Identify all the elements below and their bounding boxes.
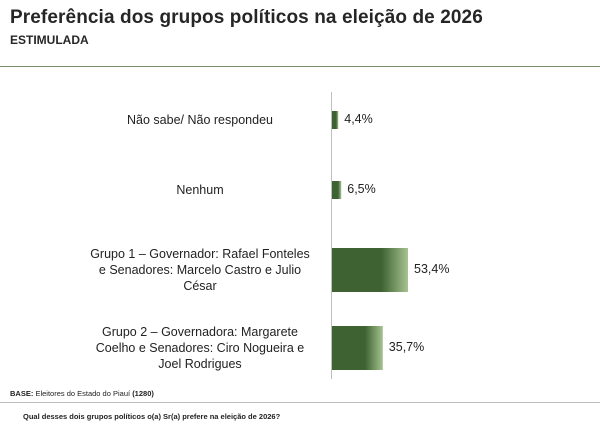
bar-2 — [332, 248, 408, 292]
header-divider — [0, 66, 600, 67]
base-count: (1280) — [132, 389, 154, 398]
base-note: BASE: Eleitores do Estado do Piauí (1280… — [10, 389, 154, 398]
value-label-3: 35,7% — [388, 340, 425, 354]
base-label: BASE: — [10, 389, 34, 398]
category-label-line: Grupo 2 – Governadora: Margarete — [102, 325, 298, 339]
category-label-2: Grupo 1 – Governador: Rafael Fonteles e S… — [80, 246, 320, 294]
survey-question: Qual desses dois grupos políticos o(a) S… — [23, 412, 281, 421]
footer-divider — [0, 402, 600, 403]
category-label-3: Grupo 2 – Governadora: Margarete Coelho e… — [80, 324, 320, 372]
bar-chart: 4,4% Não sabe/ Não respondeu 6,5% Nenhum 53,… — [0, 80, 600, 380]
chart-svg — [332, 111, 408, 370]
category-axis-line — [331, 92, 332, 379]
category-label-line: Coelho e Senadores: Ciro Nogueira e — [95, 341, 305, 355]
category-label-line: Não sabe/ Não respondeu — [127, 113, 273, 127]
category-label-line: Grupo 1 – Governador: Rafael Fonteles — [90, 247, 310, 261]
category-label-1: Nenhum — [80, 182, 320, 198]
value-label-1: 6,5% — [347, 182, 376, 196]
bar-3 — [332, 326, 383, 370]
category-label-line: Joel Rodrigues — [158, 357, 242, 371]
base-text: Eleitores do Estado do Piauí — [35, 389, 131, 398]
value-label-2: 53,4% — [414, 262, 450, 276]
bar-0 — [332, 111, 339, 129]
category-label-line: e Senadores: Marcelo Castro e Julio — [98, 263, 302, 277]
value-label-0: 4,4% — [344, 112, 373, 126]
bars-group — [332, 111, 408, 370]
category-label-line: Nenhum — [176, 183, 224, 197]
bar-1 — [332, 181, 342, 199]
category-label-line: César — [183, 279, 217, 293]
page-title: Preferência dos grupos políticos na elei… — [10, 7, 483, 28]
page-subtitle: ESTIMULADA — [10, 33, 89, 47]
category-label-0: Não sabe/ Não respondeu — [80, 112, 320, 128]
